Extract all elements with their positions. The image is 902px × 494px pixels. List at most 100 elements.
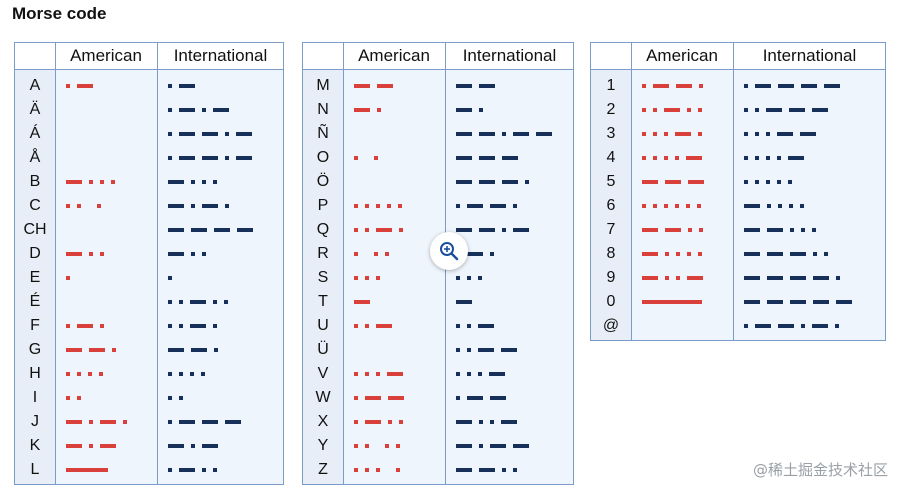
morse-dot — [202, 180, 206, 184]
morse-dash — [755, 84, 771, 88]
character-label: A — [29, 77, 41, 94]
morse-dot — [665, 276, 669, 280]
table-row: @ — [591, 314, 885, 338]
character-label: X — [317, 413, 329, 430]
morse-dot — [396, 468, 400, 472]
morse-dot — [376, 372, 380, 376]
morse-dot — [77, 372, 81, 376]
table-row: C — [15, 194, 283, 218]
international-code — [158, 74, 283, 98]
morse-dot — [653, 156, 657, 160]
american-code — [344, 98, 445, 122]
morse-dot — [744, 84, 748, 88]
american-code — [632, 98, 733, 122]
morse-dot — [77, 396, 81, 400]
morse-dot — [788, 180, 792, 184]
morse-dot — [66, 204, 70, 208]
international-code — [158, 170, 283, 194]
morse-dot — [365, 468, 369, 472]
morse-dash — [642, 276, 658, 280]
morse-dot — [168, 300, 172, 304]
international-code — [446, 170, 573, 194]
international-code — [734, 74, 885, 98]
morse-dot — [744, 156, 748, 160]
morse-dot — [225, 132, 229, 136]
morse-dot — [699, 84, 703, 88]
morse-dash — [755, 324, 771, 328]
american-code — [56, 338, 157, 362]
american-code — [56, 362, 157, 386]
morse-dot — [502, 132, 506, 136]
morse-dash — [237, 228, 253, 232]
character-label: 9 — [606, 269, 616, 286]
morse-dash — [66, 180, 82, 184]
morse-dot — [66, 324, 70, 328]
character-label: Ñ — [317, 125, 329, 142]
morse-dash — [66, 444, 82, 448]
morse-dash — [191, 348, 207, 352]
morse-table: American International A Ä Á Å B C CH D E É F G H I J K L — [14, 42, 284, 485]
american-code — [344, 74, 445, 98]
international-code — [158, 266, 283, 290]
morse-dash — [388, 396, 404, 400]
morse-dash — [377, 84, 393, 88]
american-code — [56, 194, 157, 218]
morse-dot — [168, 84, 172, 88]
morse-dash — [744, 228, 760, 232]
international-code — [734, 146, 885, 170]
character-label: O — [316, 149, 330, 166]
american-code — [632, 146, 733, 170]
american-code — [56, 218, 157, 242]
morse-dot — [653, 204, 657, 208]
header-international: International — [173, 46, 268, 65]
international-code — [734, 194, 885, 218]
morse-dot — [374, 156, 378, 160]
character-label: P — [317, 197, 329, 214]
american-code — [632, 170, 733, 194]
table-row: V — [303, 362, 573, 386]
morse-dash — [642, 252, 658, 256]
header-international: International — [462, 46, 557, 65]
morse-dash — [467, 204, 483, 208]
morse-dash — [387, 372, 403, 376]
table-row: I — [15, 386, 283, 410]
international-code — [446, 362, 573, 386]
table-header — [15, 43, 283, 69]
character-label: C — [29, 197, 41, 214]
morse-dash — [179, 468, 195, 472]
american-code — [56, 146, 157, 170]
morse-dash — [502, 156, 518, 160]
table-row: Á — [15, 122, 283, 146]
morse-dot — [224, 300, 228, 304]
international-code — [734, 122, 885, 146]
morse-dot — [354, 372, 358, 376]
american-code — [632, 122, 733, 146]
zoom-button[interactable] — [430, 232, 468, 270]
morse-dot — [213, 300, 217, 304]
morse-dot — [687, 108, 691, 112]
international-code — [446, 338, 573, 362]
morse-dash — [479, 156, 495, 160]
morse-dot — [698, 252, 702, 256]
american-code — [344, 170, 445, 194]
morse-dash — [354, 300, 370, 304]
character-label: CH — [23, 221, 47, 238]
morse-dot — [123, 420, 127, 424]
table-row: 8 — [591, 242, 885, 266]
morse-dash — [168, 228, 184, 232]
american-code — [56, 266, 157, 290]
morse-dash — [168, 204, 184, 208]
morse-dot — [396, 444, 400, 448]
morse-dot — [766, 156, 770, 160]
morse-dash — [800, 132, 816, 136]
american-code — [56, 458, 157, 482]
morse-long-dash — [66, 468, 108, 472]
morse-dot — [755, 180, 759, 184]
morse-dot — [202, 252, 206, 256]
morse-dot — [179, 372, 183, 376]
table-row: G — [15, 338, 283, 362]
morse-dot — [225, 204, 229, 208]
character-label: 0 — [606, 293, 616, 310]
morse-dot — [478, 276, 482, 280]
morse-dot — [687, 252, 691, 256]
